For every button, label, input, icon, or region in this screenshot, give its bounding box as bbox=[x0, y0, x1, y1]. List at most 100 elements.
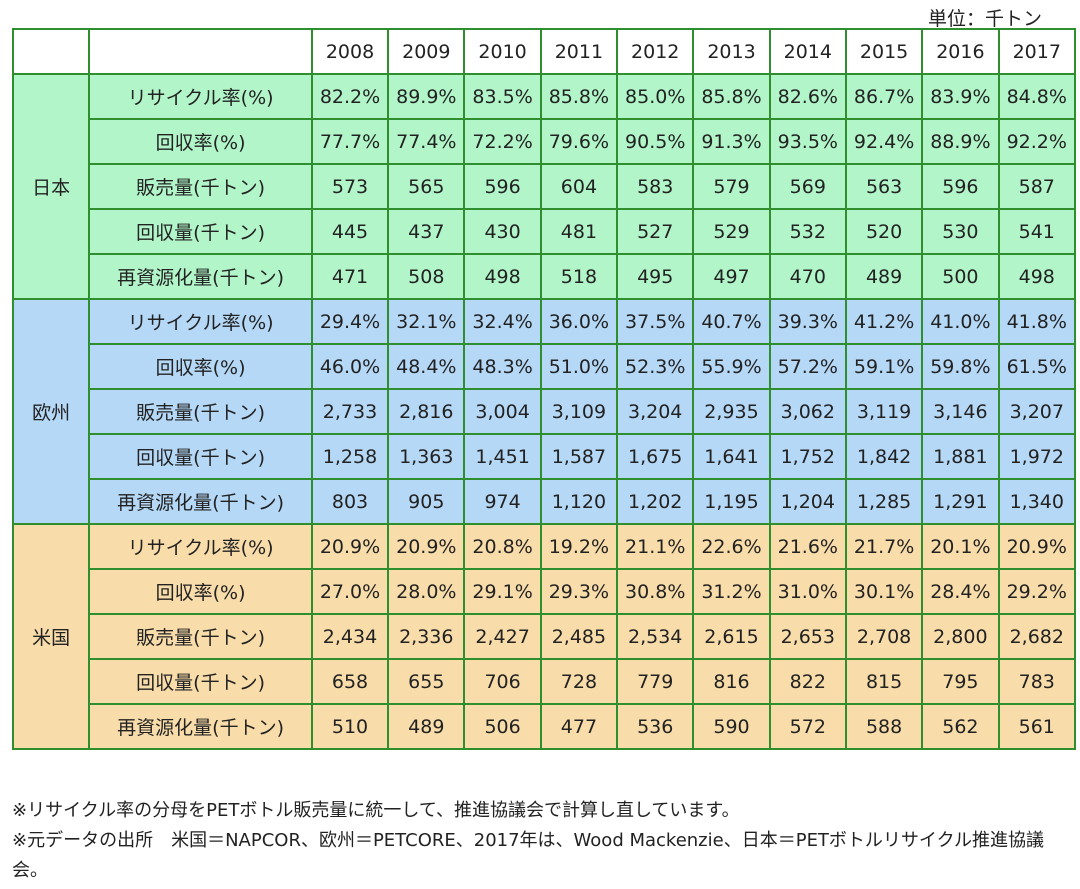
value-cell: 88.9% bbox=[921, 118, 1000, 165]
value-cell: 562 bbox=[921, 703, 1000, 750]
value-cell: 477 bbox=[539, 703, 619, 750]
unit-label: 単位：千トン bbox=[927, 8, 1042, 30]
value-cell: 29.4% bbox=[310, 298, 390, 345]
value-cell: 530 bbox=[921, 208, 1000, 255]
value-cell: 541 bbox=[997, 208, 1077, 255]
value-cell: 31.2% bbox=[692, 568, 771, 615]
table-row: 再資源化量(千トン) 471 508 498 518 495 497 470 489 500 498 bbox=[13, 253, 1077, 300]
value-cell: 815 bbox=[844, 658, 924, 705]
value-cell: 430 bbox=[463, 208, 542, 255]
value-cell: 31.0% bbox=[768, 568, 847, 615]
metric-label: 販売量(千トン) bbox=[88, 613, 313, 660]
value-cell: 2,733 bbox=[310, 388, 390, 435]
value-cell: 28.4% bbox=[921, 568, 1000, 615]
value-cell: 40.7% bbox=[692, 298, 771, 345]
value-cell: 1,451 bbox=[463, 433, 542, 480]
value-cell: 2,800 bbox=[921, 613, 1000, 660]
value-cell: 518 bbox=[539, 253, 619, 300]
value-cell: 495 bbox=[616, 253, 695, 300]
value-cell: 728 bbox=[539, 658, 619, 705]
table-row: 回収量(千トン) 658 655 706 728 779 816 822 815 795 783 bbox=[13, 658, 1077, 705]
table-row: 回収率(%) 77.7% 77.4% 72.2% 79.6% 90.5% 91.3% 93.5… bbox=[13, 118, 1077, 165]
value-cell: 974 bbox=[463, 478, 542, 525]
value-cell: 2,336 bbox=[387, 613, 466, 660]
year-header: 2010 bbox=[463, 28, 542, 75]
value-cell: 30.8% bbox=[616, 568, 695, 615]
value-cell: 1,258 bbox=[310, 433, 390, 480]
value-cell: 27.0% bbox=[310, 568, 390, 615]
value-cell: 563 bbox=[844, 163, 924, 210]
value-cell: 85.8% bbox=[539, 73, 619, 120]
value-cell: 1,752 bbox=[768, 433, 847, 480]
value-cell: 28.0% bbox=[387, 568, 466, 615]
year-header: 2017 bbox=[997, 28, 1077, 75]
metric-label: 再資源化量(千トン) bbox=[88, 703, 313, 750]
value-cell: 48.4% bbox=[387, 343, 466, 390]
value-cell: 36.0% bbox=[539, 298, 619, 345]
metric-label: 販売量(千トン) bbox=[88, 388, 313, 435]
value-cell: 3,204 bbox=[616, 388, 695, 435]
value-cell: 510 bbox=[310, 703, 390, 750]
metric-label: 回収率(%) bbox=[88, 343, 313, 390]
value-cell: 41.8% bbox=[997, 298, 1077, 345]
value-cell: 93.5% bbox=[768, 118, 847, 165]
value-cell: 1,363 bbox=[387, 433, 466, 480]
table-row: 回収率(%) 27.0% 28.0% 29.1% 29.3% 30.8% 31.2% 31.0… bbox=[13, 568, 1077, 615]
value-cell: 55.9% bbox=[692, 343, 771, 390]
table-row: 米国 リサイクル率(%) 20.9% 20.9% 20.8% 19.2% 21.1% 22.6… bbox=[11, 523, 1077, 750]
value-cell: 3,109 bbox=[539, 388, 619, 435]
value-cell: 532 bbox=[768, 208, 847, 255]
value-cell: 1,340 bbox=[997, 478, 1077, 525]
value-cell: 1,195 bbox=[692, 478, 771, 525]
value-cell: 587 bbox=[997, 163, 1077, 210]
value-cell: 604 bbox=[539, 163, 619, 210]
value-cell: 85.8% bbox=[692, 73, 771, 120]
value-cell: 506 bbox=[463, 703, 542, 750]
value-cell: 3,004 bbox=[463, 388, 542, 435]
value-cell: 1,204 bbox=[768, 478, 847, 525]
value-cell: 61.5% bbox=[997, 343, 1077, 390]
value-cell: 3,146 bbox=[921, 388, 1000, 435]
value-cell: 41.2% bbox=[844, 298, 924, 345]
value-cell: 82.6% bbox=[768, 73, 847, 120]
metric-label: リサイクル率(%) bbox=[88, 298, 313, 345]
value-cell: 1,285 bbox=[844, 478, 924, 525]
value-cell: 2,682 bbox=[997, 613, 1077, 660]
metric-label: 回収量(千トン) bbox=[88, 658, 313, 705]
value-cell: 84.8% bbox=[997, 73, 1077, 120]
region-label: 米国 bbox=[11, 523, 91, 750]
year-header: 2013 bbox=[692, 28, 771, 75]
value-cell: 905 bbox=[387, 478, 466, 525]
value-cell: 498 bbox=[997, 253, 1077, 300]
value-cell: 573 bbox=[310, 163, 390, 210]
value-cell: 37.5% bbox=[616, 298, 695, 345]
value-cell: 536 bbox=[616, 703, 695, 750]
value-cell: 596 bbox=[463, 163, 542, 210]
value-cell: 500 bbox=[921, 253, 1000, 300]
year-header: 2008 bbox=[310, 28, 390, 75]
value-cell: 706 bbox=[463, 658, 542, 705]
value-cell: 48.3% bbox=[463, 343, 542, 390]
metric-label: 回収量(千トン) bbox=[88, 208, 313, 255]
value-cell: 3,119 bbox=[844, 388, 924, 435]
value-cell: 2,427 bbox=[463, 613, 542, 660]
value-cell: 72.2% bbox=[463, 118, 542, 165]
region-label: 欧州 bbox=[11, 298, 91, 525]
metric-label: リサイクル率(%) bbox=[88, 523, 313, 570]
value-cell: 569 bbox=[768, 163, 847, 210]
value-cell: 2,485 bbox=[539, 613, 619, 660]
table-row: 販売量(千トン) 573 565 596 604 583 579 569 563 596 587 bbox=[13, 163, 1077, 210]
value-cell: 445 bbox=[310, 208, 390, 255]
header-empty-region bbox=[11, 28, 91, 75]
table-row: 日本 リサイクル率(%) 82.2% 89.9% 83.5% 85.8% 85.0% 85.8… bbox=[11, 73, 1077, 300]
value-cell: 59.8% bbox=[921, 343, 1000, 390]
value-cell: 658 bbox=[310, 658, 390, 705]
metric-label: リサイクル率(%) bbox=[88, 73, 313, 120]
year-header: 2016 bbox=[921, 28, 1000, 75]
value-cell: 527 bbox=[616, 208, 695, 255]
value-cell: 92.4% bbox=[844, 118, 924, 165]
table-row: 回収率(%) 46.0% 48.4% 48.3% 51.0% 52.3% 55.9% 57.2… bbox=[13, 343, 1077, 390]
value-cell: 57.2% bbox=[768, 343, 847, 390]
value-cell: 498 bbox=[463, 253, 542, 300]
value-cell: 21.1% bbox=[616, 523, 695, 570]
